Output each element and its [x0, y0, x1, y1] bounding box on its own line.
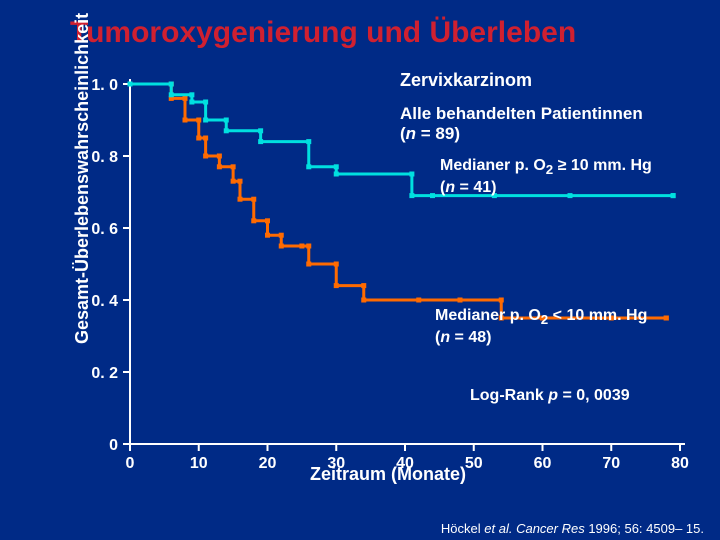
- svg-text:20: 20: [259, 455, 277, 472]
- svg-text:0: 0: [126, 455, 135, 472]
- chart-heading: Zervixkarzinom: [400, 70, 532, 92]
- x-axis-label: Zeitraum (Monate): [310, 464, 466, 485]
- slide-title: Tumoroxygenierung und Überleben: [70, 16, 576, 50]
- svg-text:60: 60: [534, 455, 552, 472]
- all-patients-line1: Alle behandelten Patientinnen: [400, 104, 643, 123]
- svg-text:0. 8: 0. 8: [91, 149, 118, 166]
- chart-area: Gesamt-Überlebenswahrscheinlichkeit 0102…: [40, 64, 700, 494]
- svg-text:70: 70: [602, 455, 620, 472]
- low-po2-label: Medianer p. O2 < 10 mm. Hg (n = 48): [435, 306, 647, 347]
- svg-text:1. 0: 1. 0: [91, 77, 118, 94]
- svg-text:0. 6: 0. 6: [91, 221, 118, 238]
- svg-text:10: 10: [190, 455, 208, 472]
- svg-text:0: 0: [109, 437, 118, 454]
- svg-text:0. 2: 0. 2: [91, 365, 118, 382]
- all-patients-label: Alle behandelten Patientinnen (n = 89): [400, 104, 643, 145]
- logrank-label: Log-Rank p = 0, 0039: [470, 386, 630, 405]
- svg-text:0. 4: 0. 4: [91, 293, 118, 310]
- citation: Höckel et al. Cancer Res 1996; 56: 4509–…: [441, 521, 704, 536]
- high-po2-label: Medianer p. O2 ≥ 10 mm. Hg (n = 41): [440, 156, 652, 197]
- svg-text:80: 80: [671, 455, 689, 472]
- svg-text:50: 50: [465, 455, 483, 472]
